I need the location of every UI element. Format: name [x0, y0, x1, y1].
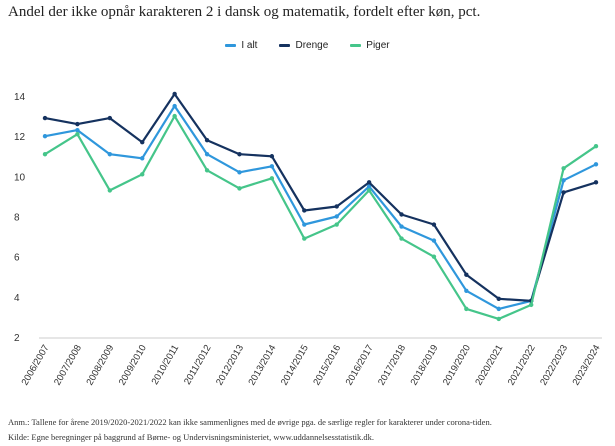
y-tick-label: 8	[14, 213, 20, 224]
y-tick-label: 2	[14, 333, 20, 344]
data-point-piger	[528, 302, 534, 308]
legend-swatch-i-alt	[225, 44, 237, 47]
y-tick-label: 4	[14, 293, 20, 304]
x-tick-label: 2011/2012	[182, 343, 214, 387]
data-point-piger	[366, 188, 372, 193]
data-point-i-alt	[172, 103, 177, 109]
x-tick-label: 2009/2010	[117, 343, 149, 387]
data-point-drenge	[561, 190, 566, 195]
x-tick-label: 2022/2023	[538, 343, 570, 387]
data-point-i-alt	[269, 164, 275, 169]
data-point-drenge	[237, 152, 242, 157]
data-point-piger	[107, 188, 113, 193]
x-tick-label: 2017/2018	[376, 343, 408, 387]
data-point-i-alt	[464, 288, 469, 294]
legend-item-i-alt: I alt	[225, 40, 257, 51]
data-point-piger	[75, 131, 80, 137]
series-line-drenge	[44, 92, 597, 302]
data-point-piger	[334, 222, 339, 227]
data-point-i-alt	[204, 152, 210, 157]
annotation-note: Anm.: Tallene for årene 2019/2020-2021/2…	[8, 417, 492, 427]
data-point-drenge	[269, 154, 275, 159]
legend-swatch-drenge	[279, 44, 291, 47]
x-tick-label: 2010/2011	[150, 343, 182, 387]
data-point-i-alt	[561, 178, 566, 183]
data-point-drenge	[75, 121, 80, 127]
y-tick-label: 6	[14, 253, 20, 264]
source-note: Kilde: Egne beregninger på baggrund af B…	[8, 432, 375, 442]
x-tick-label: 2016/2017	[344, 343, 376, 387]
data-point-piger	[593, 144, 599, 149]
x-tick-label: 2015/2016	[311, 343, 343, 387]
x-tick-label: 2006/2007	[20, 343, 52, 387]
data-point-piger	[464, 306, 469, 312]
data-point-drenge	[204, 137, 210, 143]
data-point-i-alt	[496, 306, 501, 312]
data-point-piger	[496, 316, 501, 322]
data-point-i-alt	[399, 224, 404, 229]
x-tick-label: 2014/2015	[279, 343, 311, 387]
x-tick-label: 2012/2013	[214, 343, 246, 387]
chart-title: Andel der ikke opnår karakteren 2 i dans…	[8, 4, 481, 20]
data-point-i-alt	[431, 238, 437, 243]
data-point-piger	[431, 254, 437, 259]
data-point-drenge	[366, 180, 372, 185]
legend: I alt Drenge Piger	[0, 40, 615, 51]
data-point-i-alt	[366, 184, 372, 189]
data-point-i-alt	[302, 222, 307, 227]
data-point-piger	[237, 186, 242, 191]
x-tick-label: 2021/2022	[506, 343, 538, 387]
data-point-drenge	[399, 212, 404, 217]
legend-label-piger: Piger	[366, 40, 390, 51]
data-point-piger	[172, 113, 177, 119]
y-tick-label: 10	[14, 172, 26, 183]
data-point-drenge	[140, 139, 145, 145]
x-tick-label: 2023/2024	[571, 343, 603, 387]
data-point-drenge	[464, 272, 469, 277]
x-tick-label: 2007/2008	[52, 343, 84, 387]
data-point-i-alt	[237, 170, 242, 175]
data-point-piger	[561, 166, 566, 171]
data-point-i-alt	[75, 127, 80, 133]
y-tick-label: 12	[14, 132, 26, 143]
data-point-drenge	[172, 91, 177, 97]
data-point-piger	[399, 236, 404, 241]
data-point-piger	[302, 236, 307, 241]
x-tick-label: 2019/2020	[441, 343, 473, 387]
data-point-piger	[42, 152, 48, 157]
data-point-piger	[204, 168, 210, 173]
data-point-i-alt	[107, 152, 113, 157]
legend-item-drenge: Drenge	[279, 40, 328, 51]
data-point-drenge	[496, 296, 501, 302]
data-point-i-alt	[140, 156, 145, 161]
series-line-piger	[44, 114, 597, 320]
x-tick-label: 2018/2019	[409, 343, 441, 387]
legend-label-drenge: Drenge	[295, 40, 329, 51]
series-line-i-alt	[44, 104, 597, 310]
data-point-drenge	[42, 115, 48, 121]
data-point-piger	[140, 172, 145, 177]
legend-label-i-alt: I alt	[241, 40, 258, 51]
data-point-drenge	[302, 208, 307, 213]
data-point-piger	[269, 176, 275, 181]
x-tick-label: 2008/2009	[84, 343, 116, 387]
data-point-drenge	[107, 115, 113, 121]
legend-swatch-piger	[350, 44, 362, 47]
legend-item-piger: Piger	[350, 40, 390, 51]
x-tick-label: 2020/2021	[473, 343, 505, 387]
data-point-i-alt	[42, 133, 48, 139]
data-point-i-alt	[593, 162, 599, 167]
x-tick-label: 2013/2014	[246, 343, 278, 387]
data-point-i-alt	[334, 214, 339, 219]
data-point-drenge	[593, 180, 599, 185]
data-point-drenge	[334, 204, 339, 209]
y-tick-label: 14	[14, 92, 26, 103]
data-point-drenge	[431, 222, 437, 227]
